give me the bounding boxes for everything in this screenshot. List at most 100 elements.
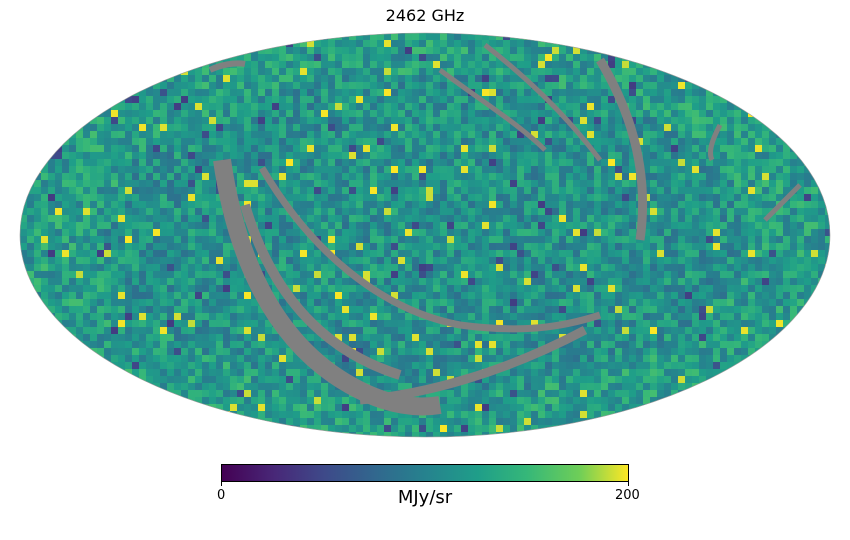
map-pixel (608, 313, 616, 321)
map-pixel (195, 187, 203, 195)
map-pixel (167, 117, 175, 125)
map-pixel (720, 159, 728, 167)
map-pixel (349, 285, 357, 293)
map-pixel (496, 173, 504, 181)
map-pixel (132, 264, 140, 272)
map-pixel (664, 166, 672, 174)
map-pixel (237, 180, 245, 188)
map-pixel (496, 33, 504, 41)
map-pixel (517, 229, 525, 237)
map-pixel (657, 117, 665, 125)
map-pixel (398, 194, 406, 202)
map-pixel (160, 103, 168, 111)
map-pixel (209, 299, 217, 307)
map-pixel (258, 215, 266, 223)
map-pixel (335, 362, 343, 370)
map-pixel (531, 362, 539, 370)
map-pixel (181, 327, 189, 335)
map-pixel (97, 187, 105, 195)
map-pixel (706, 222, 714, 230)
map-pixel (146, 89, 154, 97)
map-pixel (398, 138, 406, 146)
map-pixel (181, 243, 189, 251)
map-pixel (237, 68, 245, 76)
map-pixel (342, 250, 350, 258)
map-pixel (125, 110, 133, 118)
map-pixel (181, 264, 189, 272)
map-pixel (748, 145, 756, 153)
map-pixel (566, 96, 574, 104)
map-pixel (454, 362, 462, 370)
map-pixel (195, 222, 203, 230)
map-pixel (524, 222, 532, 230)
map-pixel (475, 89, 483, 97)
map-pixel (790, 222, 798, 230)
map-pixel (482, 306, 490, 314)
map-pixel (734, 348, 742, 356)
map-pixel (244, 173, 252, 181)
map-pixel (622, 82, 630, 90)
map-pixel (671, 306, 679, 314)
map-pixel (363, 236, 371, 244)
map-pixel (286, 313, 294, 321)
map-pixel (293, 40, 301, 48)
map-pixel (433, 201, 441, 209)
map-pixel (209, 313, 217, 321)
map-pixel (286, 369, 294, 377)
map-pixel (587, 117, 595, 125)
map-pixel (454, 264, 462, 272)
map-pixel (748, 341, 756, 349)
map-pixel (335, 215, 343, 223)
map-pixel (118, 355, 126, 363)
map-pixel (706, 208, 714, 216)
map-pixel (454, 68, 462, 76)
map-pixel (139, 341, 147, 349)
map-pixel (244, 327, 252, 335)
map-pixel (531, 320, 539, 328)
map-pixel (482, 68, 490, 76)
map-pixel (62, 320, 70, 328)
map-pixel (202, 180, 210, 188)
map-pixel (55, 292, 63, 300)
map-pixel (440, 75, 448, 83)
map-pixel (62, 236, 70, 244)
map-pixel (482, 33, 490, 41)
map-pixel (258, 131, 266, 139)
map-pixel (573, 201, 581, 209)
map-pixel (139, 152, 147, 160)
map-pixel (433, 222, 441, 230)
map-pixel (160, 215, 168, 223)
map-pixel (90, 257, 98, 265)
map-pixel (594, 369, 602, 377)
map-pixel (328, 208, 336, 216)
map-pixel (783, 159, 791, 167)
map-pixel (412, 348, 420, 356)
map-pixel (699, 82, 707, 90)
map-pixel (55, 236, 63, 244)
map-pixel (405, 145, 413, 153)
map-pixel (559, 138, 567, 146)
map-pixel (349, 369, 357, 377)
map-pixel (223, 376, 231, 384)
map-pixel (83, 320, 91, 328)
map-pixel (720, 327, 728, 335)
map-pixel (475, 152, 483, 160)
map-pixel (69, 173, 77, 181)
map-pixel (349, 75, 357, 83)
map-pixel (454, 166, 462, 174)
map-pixel (790, 229, 798, 237)
map-pixel (783, 257, 791, 265)
map-pixel (335, 271, 343, 279)
map-pixel (62, 180, 70, 188)
map-pixel (538, 222, 546, 230)
map-pixel (20, 229, 28, 237)
map-pixel (559, 215, 567, 223)
map-pixel (279, 110, 287, 118)
map-pixel (377, 313, 385, 321)
map-pixel (489, 180, 497, 188)
map-pixel (755, 208, 763, 216)
map-pixel (426, 201, 434, 209)
map-pixel (146, 243, 154, 251)
map-pixel (370, 131, 378, 139)
map-pixel (426, 215, 434, 223)
